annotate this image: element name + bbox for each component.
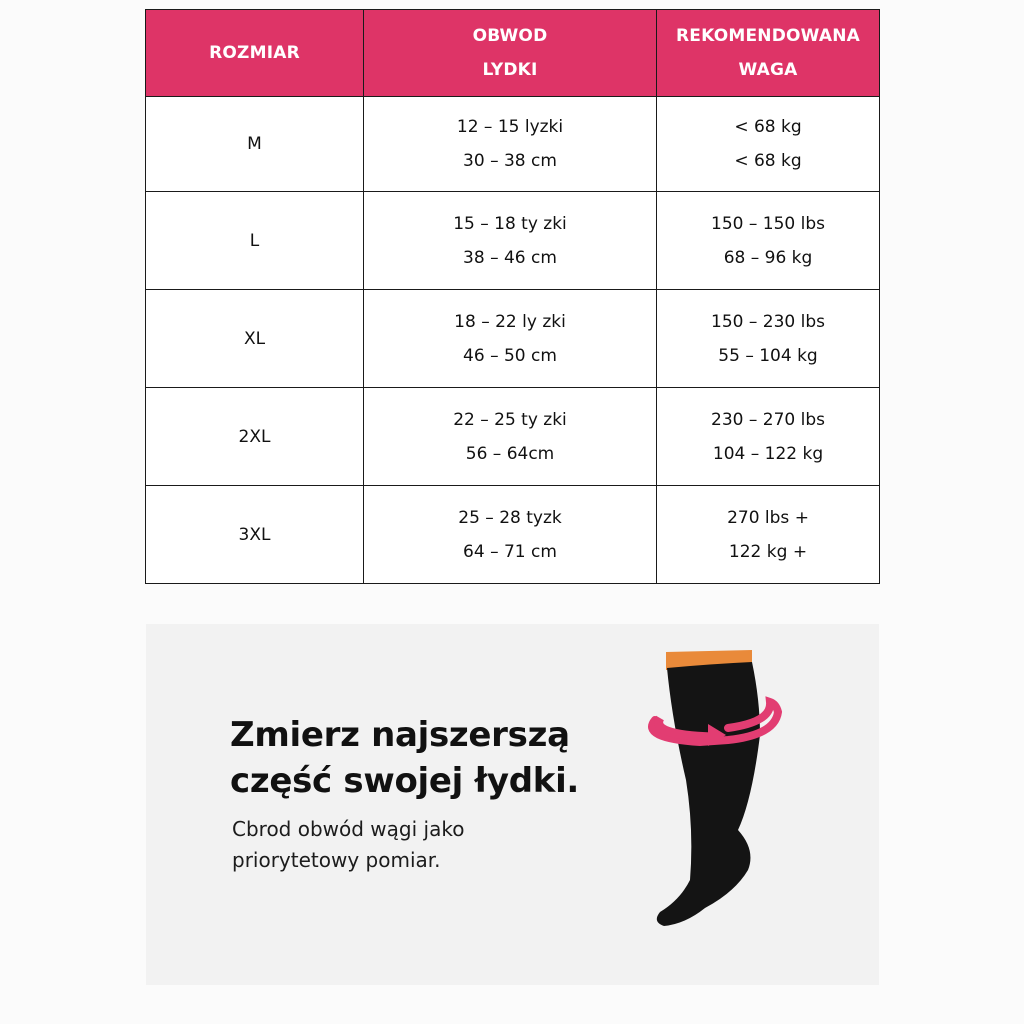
calf-cell: 25 – 28 tyzk 64 – 71 cm bbox=[363, 485, 657, 584]
cell-text: 18 – 22 ly zki bbox=[454, 311, 566, 332]
headline-line: Zmierz najszerszą bbox=[230, 715, 570, 755]
header-size: ROZMIAR bbox=[145, 9, 364, 97]
cell-text: 30 – 38 cm bbox=[463, 151, 557, 171]
cell-text: 22 – 25 ty zki bbox=[453, 409, 567, 430]
sock-shape bbox=[656, 662, 760, 926]
headline-line: część swojej łydki. bbox=[230, 761, 580, 801]
table-row: XL 18 – 22 ly zki 46 – 50 cm 150 – 230 lbs 5… bbox=[145, 289, 880, 388]
cell-text: 230 – 270 lbs bbox=[711, 409, 825, 430]
cell-text: 25 – 28 tyzk bbox=[458, 507, 562, 528]
weight-cell: 270 lbs + 122 kg + bbox=[656, 485, 880, 584]
cell-text: 68 – 96 kg bbox=[723, 247, 813, 268]
cell-text: 150 – 150 lbs bbox=[711, 213, 825, 234]
size-cell: 3XL bbox=[145, 485, 364, 584]
cell-text: < 68 kg bbox=[734, 117, 802, 137]
panel-subtext: Cbrod obwód wągi jako priorytetowy pomia… bbox=[232, 814, 464, 876]
cell-text: 3XL bbox=[238, 524, 271, 545]
table-row: L 15 – 18 ty zki 38 – 46 cm 150 – 150 lbs 68… bbox=[145, 191, 880, 290]
cell-text: M bbox=[247, 134, 262, 154]
cell-text: 55 – 104 kg bbox=[718, 345, 818, 366]
header-text: WAGA bbox=[738, 60, 798, 80]
cell-text: 2XL bbox=[238, 426, 271, 447]
calf-cell: 22 – 25 ty zki 56 – 64cm bbox=[363, 387, 657, 486]
measure-arrow-back bbox=[648, 696, 783, 747]
header-weight: REKOMENDOWANA WAGA bbox=[656, 9, 880, 97]
cell-text: 46 – 50 cm bbox=[463, 345, 557, 366]
cell-text: 56 – 64cm bbox=[465, 443, 555, 464]
arrow-head-icon bbox=[708, 724, 726, 746]
cell-text: 270 lbs + bbox=[727, 507, 809, 528]
cell-text: 38 – 46 cm bbox=[463, 247, 557, 268]
subtext-line: priorytetowy pomiar. bbox=[232, 848, 441, 872]
size-cell: XL bbox=[145, 289, 364, 388]
table-header-row: ROZMIAR OBWOD LYDKI REKOMENDOWANA WAGA bbox=[145, 9, 880, 97]
weight-cell: 150 – 150 lbs 68 – 96 kg bbox=[656, 191, 880, 290]
size-cell: M bbox=[145, 96, 364, 192]
cell-text: 64 – 71 cm bbox=[463, 541, 557, 562]
cell-text: 15 – 18 ty zki bbox=[453, 213, 567, 234]
subtext-line: Cbrod obwód wągi jako bbox=[232, 817, 465, 841]
header-text: ROZMIAR bbox=[209, 43, 300, 63]
cell-text: L bbox=[249, 230, 260, 251]
table-row: M 12 – 15 lyzki 30 – 38 cm < 68 kg < 68 kg bbox=[145, 96, 880, 192]
cell-text: 104 – 122 kg bbox=[712, 443, 824, 464]
table-row: 2XL 22 – 25 ty zki 56 – 64cm 230 – 270 lbs 1… bbox=[145, 387, 880, 486]
cell-text: 150 – 230 lbs bbox=[711, 311, 825, 332]
cell-text: XL bbox=[243, 328, 266, 349]
calf-cell: 15 – 18 ty zki 38 – 46 cm bbox=[363, 191, 657, 290]
measurement-panel bbox=[146, 624, 879, 985]
calf-cell: 18 – 22 ly zki 46 – 50 cm bbox=[363, 289, 657, 388]
size-cell: 2XL bbox=[145, 387, 364, 486]
panel-headline: Zmierz najszerszą część swojej łydki. bbox=[230, 712, 579, 804]
measure-arrow-front bbox=[654, 715, 713, 742]
cell-text: 122 kg + bbox=[728, 541, 808, 562]
size-cell: L bbox=[145, 191, 364, 290]
calf-cell: 12 – 15 lyzki 30 – 38 cm bbox=[363, 96, 657, 192]
table-row: 3XL 25 – 28 tyzk 64 – 71 cm 270 lbs + 122 kg… bbox=[145, 485, 880, 584]
weight-cell: 150 – 230 lbs 55 – 104 kg bbox=[656, 289, 880, 388]
cell-text: < 68 kg bbox=[734, 151, 802, 171]
header-text: LYDKI bbox=[482, 60, 538, 80]
size-chart-table: ROZMIAR OBWOD LYDKI REKOMENDOWANA WAGA M 12… bbox=[145, 9, 880, 584]
weight-cell: < 68 kg < 68 kg bbox=[656, 96, 880, 192]
header-text: OBWOD bbox=[472, 26, 548, 46]
cell-text: 12 – 15 lyzki bbox=[456, 117, 564, 137]
header-text: REKOMENDOWANA bbox=[675, 26, 860, 46]
